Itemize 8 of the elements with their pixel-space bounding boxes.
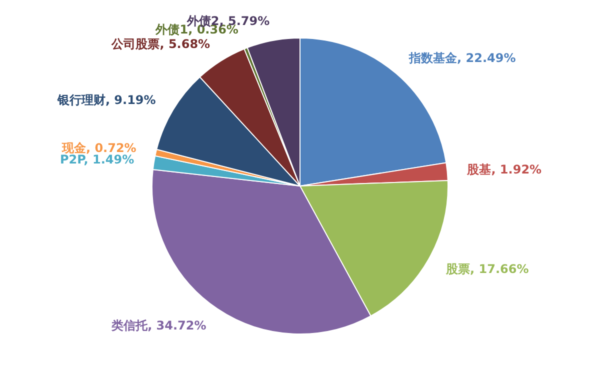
slice-label: P2P, 1.49% bbox=[60, 152, 134, 167]
slice-label: 银行理财, 9.19% bbox=[56, 92, 156, 107]
slice-label: 现金, 0.72% bbox=[60, 141, 136, 156]
slice-label: 股票, 17.66% bbox=[445, 262, 529, 276]
slice-label: 类信托, 34.72% bbox=[110, 318, 206, 332]
slice-label: 公司股票, 5.68% bbox=[110, 37, 210, 52]
slice-label: 指数基金, 22.49% bbox=[408, 51, 516, 66]
slice-label: 股基, 1.92% bbox=[466, 162, 542, 177]
